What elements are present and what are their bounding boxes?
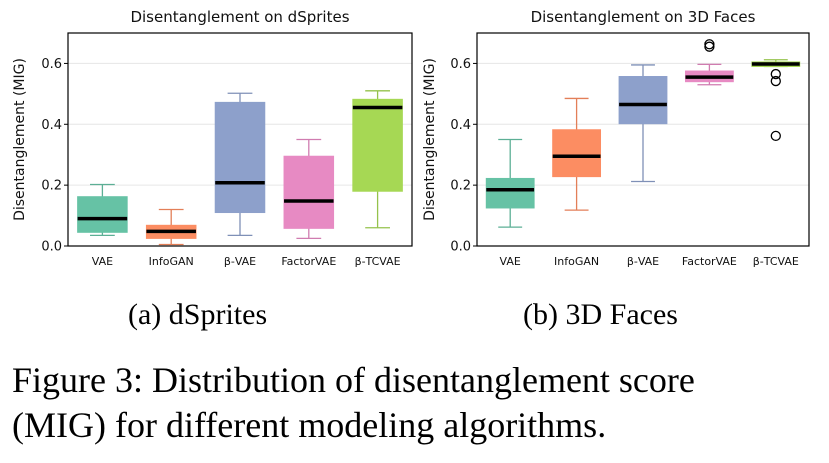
x-tick-label: β-TCVAE [355, 255, 401, 268]
caption-line-1: Figure 3: Distribution of disentanglemen… [12, 360, 695, 400]
y-tick-label: 0.6 [41, 57, 62, 72]
y-axis-label: Disentanglement (MIG) [12, 58, 28, 221]
box-VAE [77, 196, 128, 233]
x-tick-label: β-VAE [224, 255, 256, 268]
plot-frame [67, 32, 413, 247]
x-tick-label: VAE [500, 255, 521, 268]
y-tick-label: 0.4 [41, 118, 62, 133]
box-FactorVAE [283, 155, 335, 229]
y-tick-label: 0.2 [41, 179, 62, 194]
x-tick-label: β-TCVAE [753, 255, 799, 268]
chart-title: Disentanglement on 3D Faces [531, 8, 756, 26]
y-tick-label: 0.6 [450, 57, 471, 72]
x-tick-label: FactorVAE [281, 255, 336, 268]
subcaption-a: (a) dSprites [128, 298, 268, 331]
y-tick-label: 0.0 [450, 240, 471, 255]
chart-panel-3d-faces: Disentanglement on 3D Faces Disentangleme… [422, 8, 810, 268]
plot-frame [476, 32, 810, 247]
y-tick-label: 0.4 [450, 118, 471, 133]
box-β-VAE [618, 76, 668, 125]
x-tick-label: InfoGAN [149, 255, 194, 268]
box-InfoGAN [552, 129, 602, 178]
outlier-point [770, 75, 781, 87]
x-tick-label: β-VAE [627, 255, 659, 268]
caption-line-2: (MIG) for different modeling algorithms. [12, 405, 607, 445]
y-tick-label: 0.2 [450, 179, 471, 194]
figure-caption: Figure 3: Distribution of disentanglemen… [12, 358, 827, 448]
chart-panel-dsprites: Disentanglement on dSprites Disentangleme… [12, 8, 413, 268]
box-β-VAE [214, 101, 266, 214]
outlier-point [704, 39, 715, 50]
x-tick-label: InfoGAN [554, 255, 599, 268]
y-tick-label: 0.0 [41, 240, 62, 255]
box-β-TCVAE [352, 98, 403, 192]
x-tick-label: VAE [92, 255, 113, 268]
chart-title: Disentanglement on dSprites [130, 8, 349, 26]
subcaption-b: (b) 3D Faces [523, 298, 678, 331]
x-tick-label: FactorVAE [682, 255, 737, 268]
box-VAE [485, 177, 535, 209]
outlier-point [770, 130, 781, 141]
outlier-point [770, 68, 781, 80]
y-axis-label: Disentanglement (MIG) [422, 58, 438, 221]
